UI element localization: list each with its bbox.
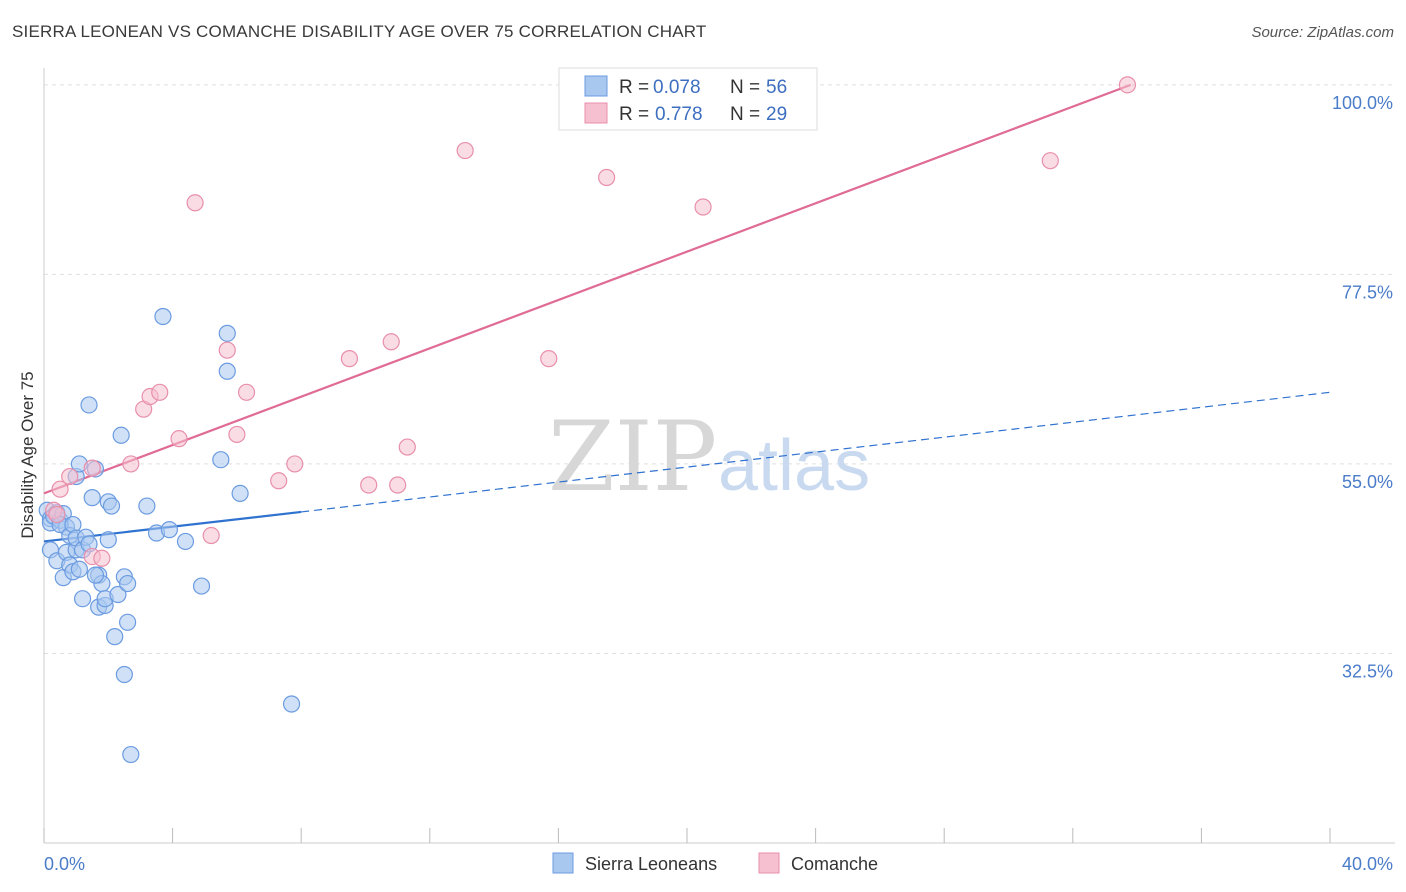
comanche-point [540,350,558,368]
y-tick-label: 32.5% [1342,661,1393,681]
sierra-leonean-point [118,613,137,631]
comanche-point [382,333,400,351]
sierra-leonean-point [70,560,88,578]
comanche-point [398,438,416,456]
sierra-leonean-point [192,577,211,595]
legend-n-value: 56 [766,77,787,98]
comanche-point [228,425,246,444]
tick-labels: 100.0% 77.5% 55.0% 32.5% 0.0% 40.0% [44,93,1393,874]
sierra-leonean-point [118,574,137,593]
legend-r-value: 0.078 [653,77,701,98]
sierra-leonean-point [154,307,172,326]
chart-title: SIERRA LEONEAN VS COMANCHE DISABILITY AG… [12,22,707,41]
sierra-leonean-point [112,426,130,444]
comanche-point [151,383,169,401]
bottom-legend: Sierra Leoneans Comanche [552,852,878,874]
legend-r-value: 0.778 [655,104,703,125]
legend-r-label: R = [619,77,649,98]
legend-swatch-blue [584,75,608,97]
comanche-point [389,476,407,494]
comanche-point [218,341,236,359]
sierra-leonean-point [83,489,101,507]
comanche-point [456,141,474,160]
comanche-point [61,467,79,486]
comanche-point [83,459,101,477]
x-tick-label: 40.0% [1342,854,1393,874]
bottom-legend-label: Comanche [791,854,878,874]
sierra-leonean-point [106,628,124,646]
y-tick-label: 77.5% [1342,282,1393,302]
sierra-leonean-point [122,745,140,764]
sierra-leonean-point [73,590,92,608]
comanche-point [340,350,359,368]
watermark-atlas: atlas [718,426,870,506]
comanche-point [186,194,204,212]
sierra-leonean-point [282,695,301,713]
data-points [38,76,1137,764]
comanche-point [598,168,616,187]
sierra-leonean-point [86,566,105,584]
legend-n-value: 29 [766,104,787,125]
sierra-leonean-point [102,497,121,515]
comanche-trend-line [43,83,1132,495]
bottom-legend-label: Sierra Leoneans [585,854,717,874]
x-tick-label: 0.0% [44,854,85,874]
comanche-point [170,430,188,448]
gridlines [44,84,1395,654]
sierra-leonean-point [109,585,127,604]
sierra-leonean-trend-extension [301,391,1331,513]
comanche-point [270,472,288,490]
sierra-leonean-point [138,497,156,515]
sierra-leonean-point [231,484,249,503]
sierra-leonean-point [176,532,195,551]
comanche-point [48,505,66,524]
bottom-legend-swatch-pink [758,852,780,874]
y-axis-label: Disability Age Over 75 [18,371,37,538]
axes [43,68,1395,844]
sierra-leonean-point [80,396,98,414]
comanche-point [93,549,111,567]
legend-n-label: N = [730,104,760,125]
comanche-point [51,480,69,498]
watermark-zip: ZIP [548,401,717,513]
legend-r-label: R = [619,104,649,125]
comanche-point [694,198,712,216]
comanche-point [1041,152,1059,170]
top-legend: R = 0.078 N = 56 R = 0.778 N = 29 [558,67,818,131]
sierra-leonean-point [218,362,236,380]
comanche-point [237,383,256,401]
sierra-leonean-point [218,324,236,342]
y-tick-label: 55.0% [1342,472,1393,492]
comanche-point [286,455,304,473]
comanche-point [202,526,220,545]
legend-swatch-pink [584,102,608,124]
comanche-point [122,455,140,473]
comanche-point [1118,76,1137,94]
comanche-point [360,476,378,494]
chart-source: Source: ZipAtlas.com [1251,24,1394,41]
y-tick-label: 100.0% [1332,93,1393,113]
sierra-leonean-point [99,531,117,549]
legend-n-label: N = [730,77,760,98]
sierra-leonean-point [212,451,230,469]
sierra-leonean-point [115,665,133,684]
sierra-leonean-point [160,521,178,539]
bottom-legend-swatch-blue [552,852,574,874]
